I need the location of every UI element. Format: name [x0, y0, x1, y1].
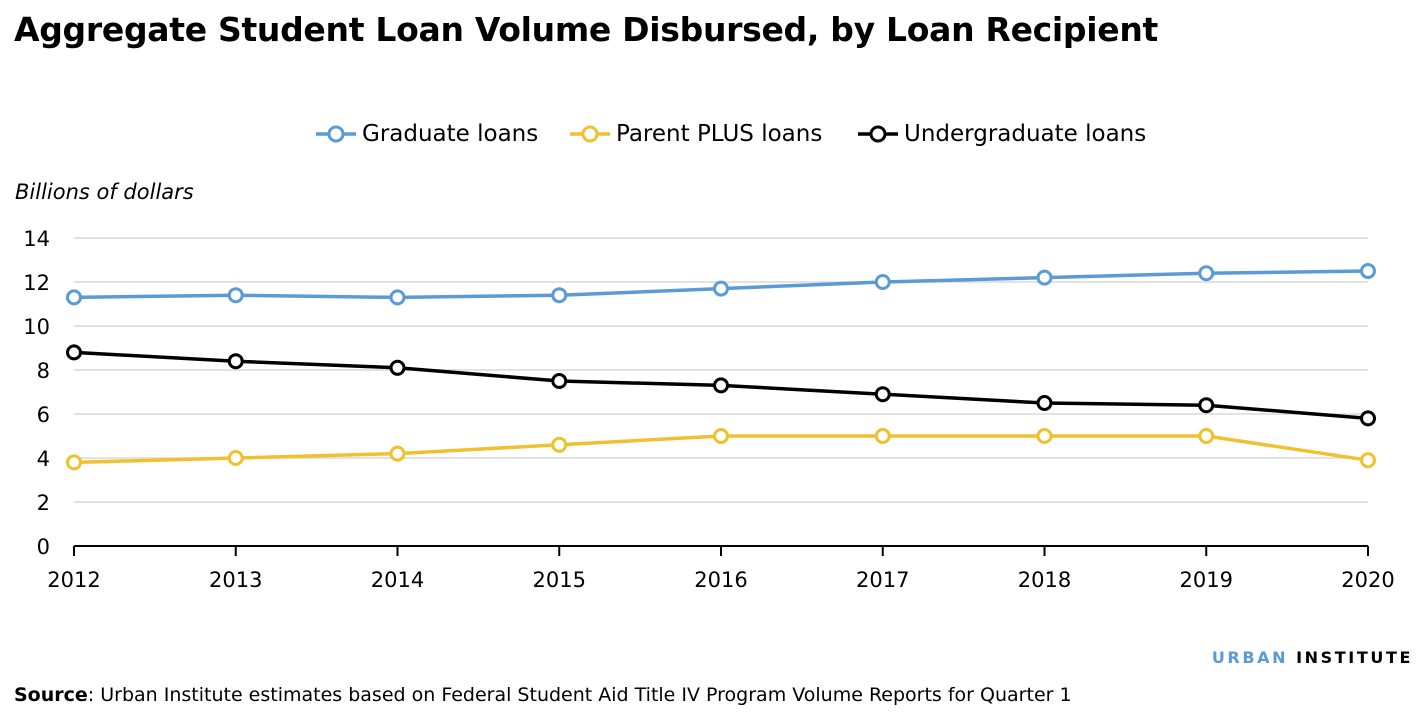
data-point-undergraduate-2017 [874, 386, 891, 403]
data-point-parent-plus-2018 [1036, 428, 1053, 444]
data-point-graduate-2017 [874, 274, 891, 290]
x-tick-label-2014: 2014 [371, 568, 424, 592]
data-point-parent-plus-2014 [389, 445, 406, 462]
data-point-graduate-2019 [1198, 265, 1215, 282]
data-point-undergraduate-2012 [66, 344, 82, 361]
chart-legend: Graduate loans Parent PLUS loans Undergr… [0, 118, 1427, 150]
brand-logo: URBAN INSTITUTE [1211, 648, 1413, 667]
data-point-graduate-2020 [1360, 263, 1376, 279]
x-tick-label-2019: 2019 [1180, 568, 1233, 592]
data-point-undergraduate-2014 [389, 359, 406, 376]
legend-item-parent-plus: Parent PLUS loans [568, 118, 822, 150]
data-point-parent-plus-2016 [713, 428, 729, 444]
data-point-undergraduate-2013 [227, 353, 244, 370]
y-tick-label-4: 4 [37, 447, 50, 471]
y-tick-label-14: 14 [23, 227, 50, 251]
y-tick-label-10: 10 [23, 315, 50, 339]
legend-item-undergraduate: Undergraduate loans [856, 118, 1146, 150]
data-point-parent-plus-2013 [227, 450, 244, 466]
legend-marker-parent-plus [570, 125, 610, 143]
data-point-undergraduate-2016 [713, 377, 729, 394]
y-tick-label-6: 6 [37, 403, 50, 427]
x-tick-label-2016: 2016 [694, 568, 747, 592]
legend-label-undergraduate: Undergraduate loans [904, 121, 1147, 147]
data-point-parent-plus-2017 [874, 428, 891, 444]
data-point-graduate-2018 [1036, 269, 1053, 286]
legend-item-graduate: Graduate loans [314, 118, 538, 150]
data-point-undergraduate-2019 [1198, 397, 1215, 414]
data-point-graduate-2012 [66, 289, 82, 306]
data-point-graduate-2013 [227, 287, 244, 304]
x-tick-label-2020: 2020 [1341, 568, 1394, 592]
data-point-undergraduate-2020 [1360, 410, 1376, 427]
source-note: Source: Urban Institute estimates based … [14, 684, 1072, 706]
source-label: Source [14, 684, 88, 706]
legend-marker-graduate [316, 125, 356, 143]
y-tick-label-12: 12 [23, 271, 50, 295]
chart-title: Aggregate Student Loan Volume Disbursed,… [14, 10, 1159, 49]
data-point-graduate-2014 [389, 289, 406, 306]
data-point-undergraduate-2015 [551, 373, 568, 389]
data-point-parent-plus-2020 [1360, 452, 1376, 469]
y-tick-label-0: 0 [37, 535, 50, 559]
source-text: : Urban Institute estimates based on Fed… [87, 684, 1072, 706]
x-tick-label-2017: 2017 [856, 568, 909, 592]
x-tick-label-2013: 2013 [209, 568, 262, 592]
legend-label-graduate: Graduate loans [362, 121, 539, 147]
data-point-graduate-2016 [713, 280, 729, 297]
data-point-graduate-2015 [551, 287, 568, 304]
y-tick-label-2: 2 [37, 491, 50, 515]
x-tick-label-2012: 2012 [47, 568, 100, 592]
legend-label-parent-plus: Parent PLUS loans [616, 121, 823, 147]
data-point-parent-plus-2015 [551, 436, 568, 453]
x-tick-label-2015: 2015 [533, 568, 586, 592]
x-tick-label-2018: 2018 [1018, 568, 1071, 592]
data-point-undergraduate-2018 [1036, 395, 1053, 411]
legend-marker-undergraduate [858, 125, 898, 143]
data-point-parent-plus-2019 [1198, 428, 1215, 444]
data-point-parent-plus-2012 [66, 454, 82, 471]
y-tick-label-8: 8 [37, 359, 50, 383]
y-axis-label: Billions of dollars [15, 180, 194, 204]
